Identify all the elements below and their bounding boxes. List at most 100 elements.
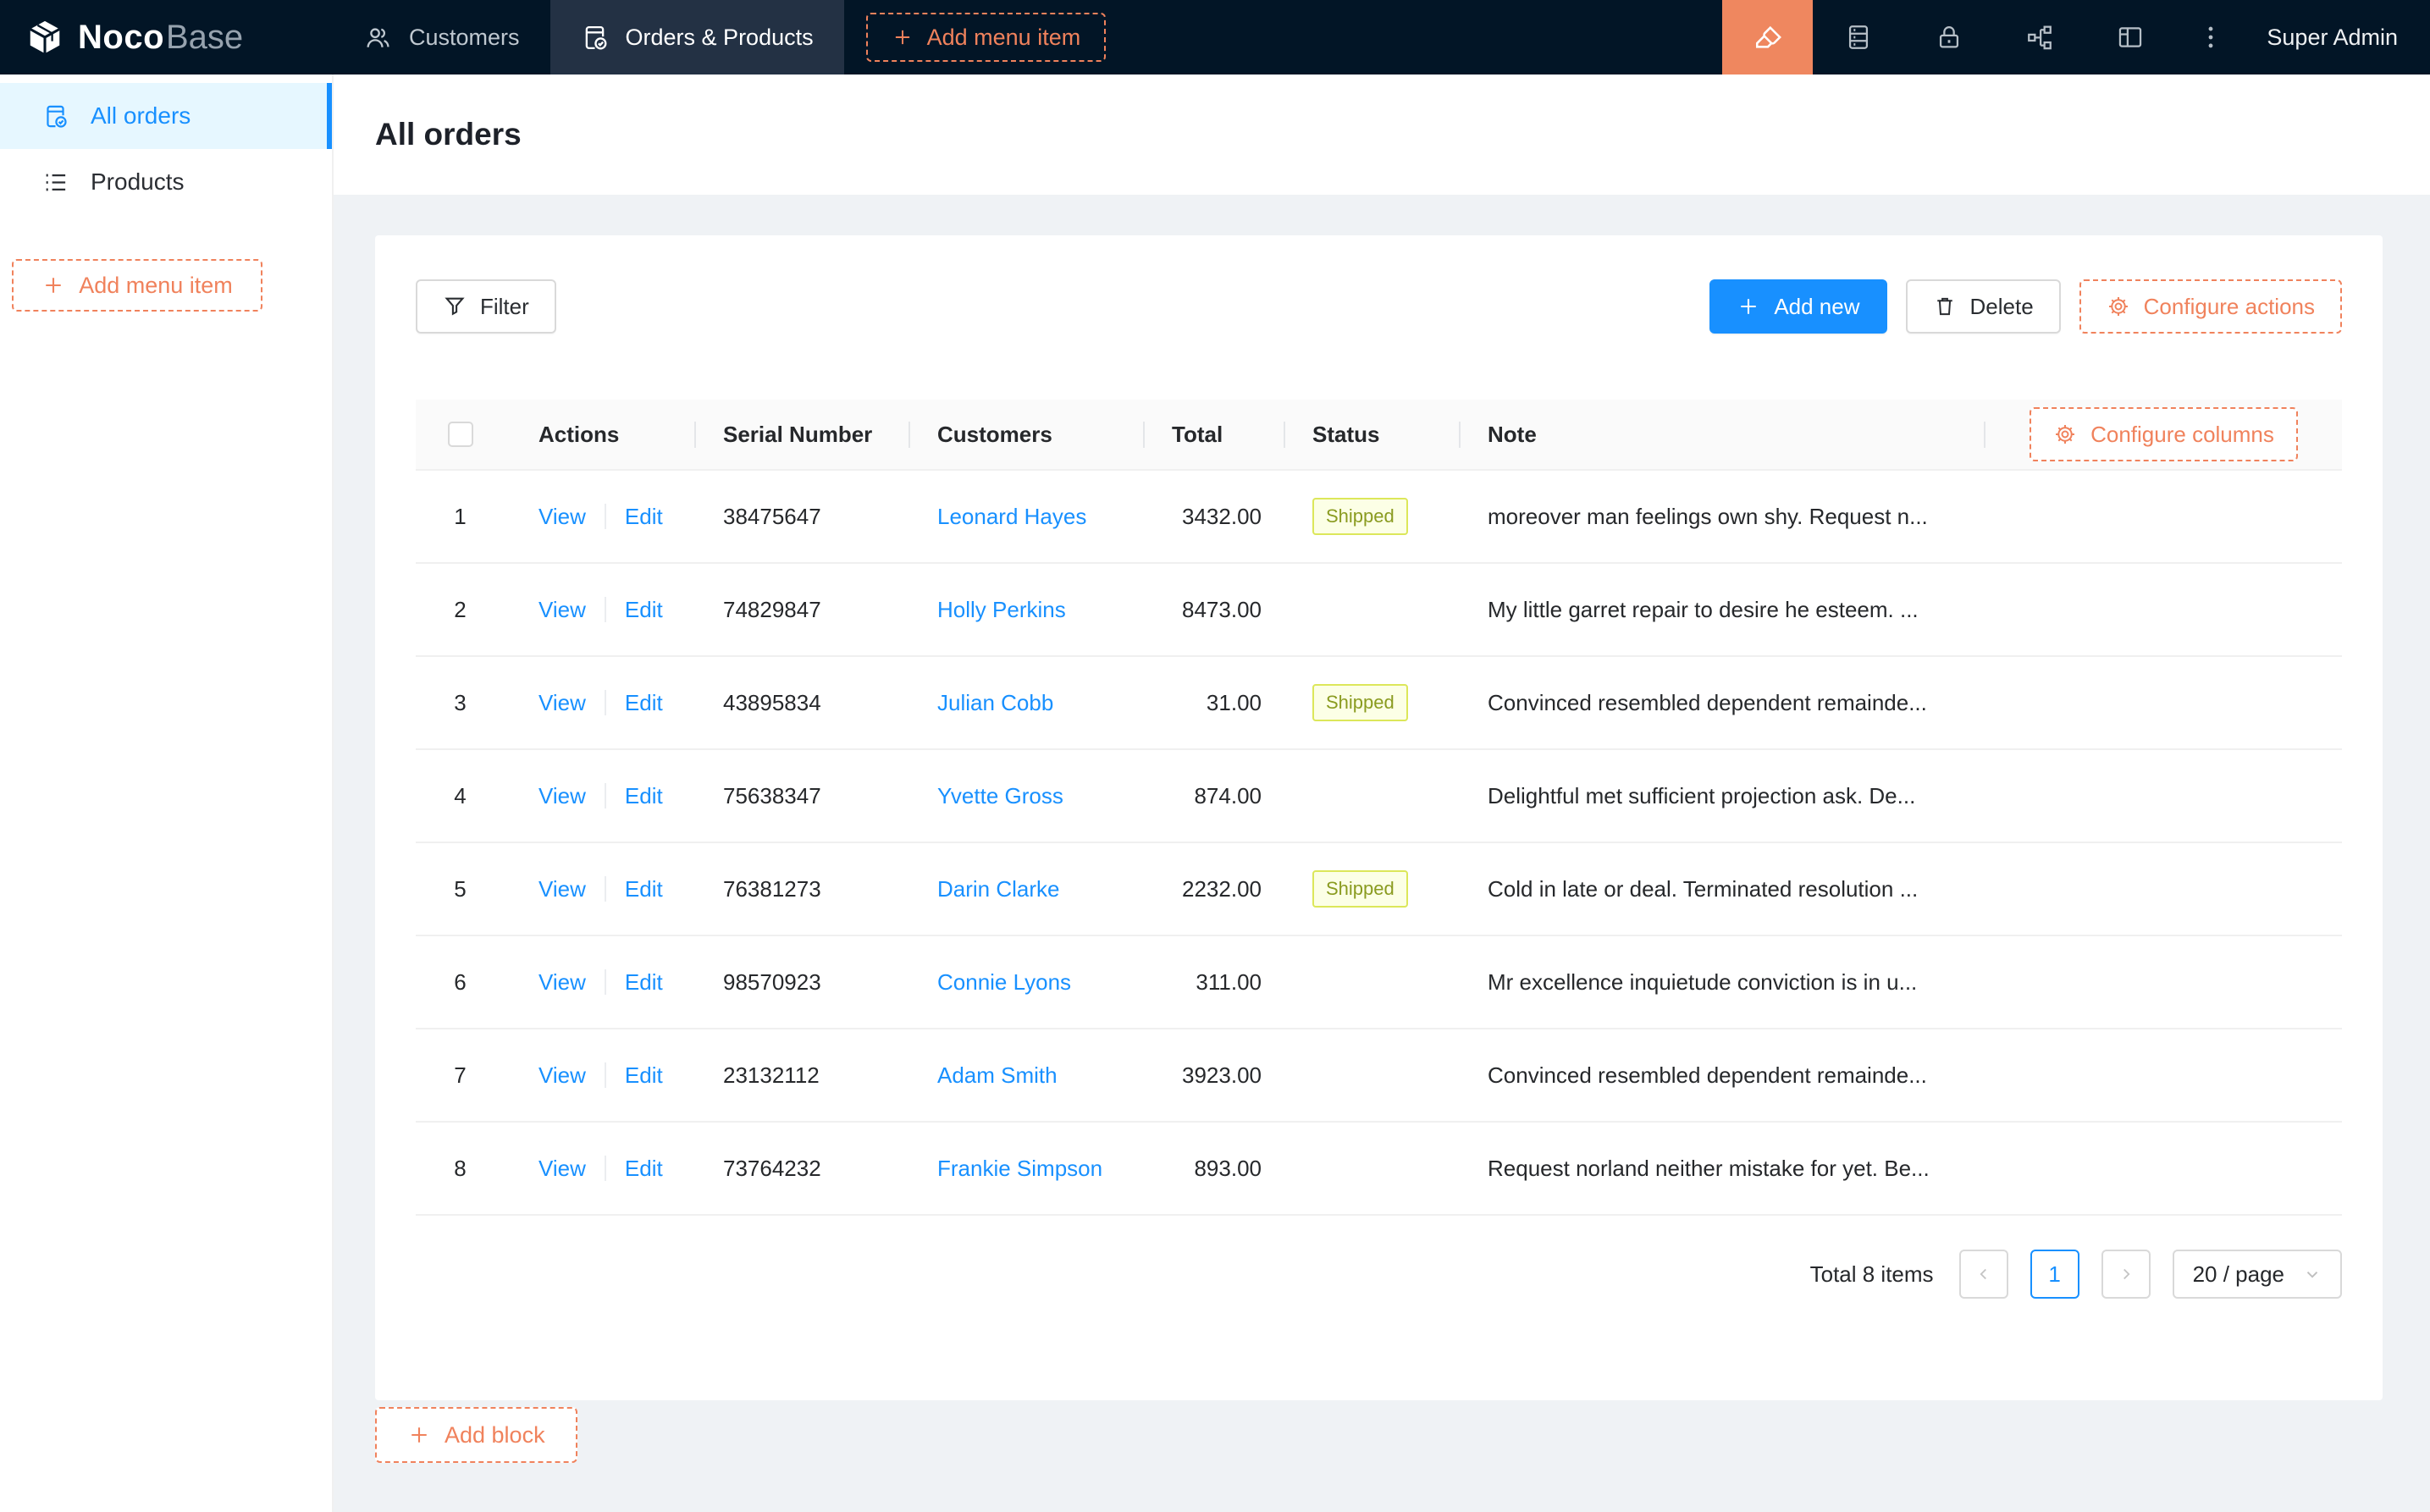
customer-link[interactable]: Adam Smith [937,1062,1058,1088]
view-link[interactable]: View [538,503,586,529]
table-row[interactable]: 4 View Edit 75638347 Yvette Gross 874.00… [416,750,2342,843]
plus-icon [1741,299,1757,314]
table-row[interactable]: 1 View Edit 38475647 Leonard Hayes 3432.… [416,471,2342,564]
file-done-icon [585,25,606,49]
add-menu-item-button-top[interactable]: Add menu item [865,13,1107,62]
table-row[interactable]: 8 View Edit 73764232 Frankie Simpson 893… [416,1123,2342,1216]
divider [604,783,606,808]
total-cell: 874.00 [1194,782,1262,808]
row-actions: View Edit [505,783,696,809]
next-page-button[interactable] [2101,1250,2151,1299]
edit-link[interactable]: Edit [624,503,663,529]
status-badge: Shipped [1312,498,1408,535]
serial-number-cell: 43895834 [723,689,821,715]
edit-link[interactable]: Edit [624,782,663,808]
layout-button[interactable] [2085,0,2175,74]
edit-link[interactable]: Edit [624,1155,663,1181]
delete-button[interactable]: Delete [1905,279,2061,334]
edit-link[interactable]: Edit [624,875,663,902]
view-link[interactable]: View [538,875,586,902]
top-nav-menu: Customers Orders & Products Add menu ite… [334,0,1107,74]
database-icon [1848,25,1868,49]
total-cell: 31.00 [1206,689,1262,715]
row-index: 7 [454,1062,467,1088]
add-new-button[interactable]: Add new [1709,279,1887,334]
view-link[interactable]: View [538,1062,586,1088]
apartment-icon [2028,25,2052,50]
tab-orders-products[interactable]: Orders & Products [550,0,844,74]
serial-number-cell: 76381273 [723,875,821,902]
column-header-note: Note [1461,422,1985,448]
customer-link[interactable]: Leonard Hayes [937,503,1087,529]
add-block-button[interactable]: Add block [375,1407,577,1463]
chevron-left-icon [1980,1268,1986,1280]
prev-page-button[interactable] [1958,1250,2008,1299]
customer-link[interactable]: Yvette Gross [937,782,1063,808]
user-menu[interactable]: Super Admin [2267,24,2398,50]
page-number-button[interactable]: 1 [2030,1250,2079,1299]
note-cell: moreover man feelings own shy. Request n… [1488,503,1928,529]
divider [604,690,606,715]
row-index: 6 [454,968,467,995]
nocobase-logo-icon [30,20,60,54]
note-cell: Convinced resembled dependent remainde..… [1488,689,1927,715]
edit-link[interactable]: Edit [624,689,663,715]
tab-customers[interactable]: Customers [334,0,550,74]
row-actions: View Edit [505,876,696,902]
note-cell: Mr excellence inquietude conviction is i… [1488,968,1918,995]
pagination: Total 8 items 1 20 / page [416,1250,2342,1299]
customer-link[interactable]: Darin Clarke [937,875,1060,902]
row-actions: View Edit [505,969,696,996]
customer-link[interactable]: Holly Perkins [937,596,1066,622]
divider [604,504,606,529]
edit-link[interactable]: Edit [624,1062,663,1088]
logo-text-light: Base [166,18,244,56]
total-cell: 311.00 [1196,968,1262,995]
highlighter-icon [1755,25,1781,48]
total-cell: 3923.00 [1182,1062,1262,1088]
team-icon [367,27,389,47]
workflow-button[interactable] [1994,0,2085,74]
configure-actions-button[interactable]: Configure actions [2079,279,2342,334]
sidebar-item-all-orders[interactable]: All orders [0,83,332,149]
view-link[interactable]: View [538,782,586,808]
status-cell: Shipped [1285,870,1461,908]
divider [604,1156,606,1181]
edit-link[interactable]: Edit [624,968,663,995]
divider [604,876,606,902]
configure-columns-button[interactable]: Configure columns [2030,407,2298,461]
tab-label: Orders & Products [625,24,814,50]
filter-button[interactable]: Filter [416,279,556,334]
more-button[interactable] [2175,0,2246,74]
access-control-button[interactable] [1903,0,1994,74]
table-row[interactable]: 2 View Edit 74829847 Holly Perkins 8473.… [416,564,2342,657]
view-link[interactable]: View [538,689,586,715]
plus-icon [46,278,61,293]
customer-link[interactable]: Julian Cobb [937,689,1054,715]
plugin-manager-button[interactable] [1813,0,1903,74]
add-menu-item-button-sidebar[interactable]: Add menu item [12,259,262,312]
sidebar-item-products[interactable]: Products [0,149,332,215]
nocobase-logo[interactable]: NocoBase [0,0,334,74]
table-row[interactable]: 6 View Edit 98570923 Connie Lyons 311.00… [416,936,2342,1029]
note-cell: My little garret repair to desire he est… [1488,596,1919,622]
table-row[interactable]: 5 View Edit 76381273 Darin Clarke 2232.0… [416,843,2342,936]
view-link[interactable]: View [538,596,586,622]
chevron-right-icon [2123,1268,2130,1280]
view-link[interactable]: View [538,968,586,995]
status-cell: Shipped [1285,498,1461,535]
customer-link[interactable]: Connie Lyons [937,968,1072,995]
edit-link[interactable]: Edit [624,596,663,622]
row-actions: View Edit [505,1156,696,1182]
page-size-select[interactable]: 20 / page [2172,1250,2342,1299]
select-all-checkbox[interactable] [447,422,473,447]
ellipsis-vertical-icon [2208,26,2213,48]
table-row[interactable]: 3 View Edit 43895834 Julian Cobb 31.00 S… [416,657,2342,750]
customer-link[interactable]: Frankie Simpson [937,1155,1103,1181]
file-done-icon [47,105,67,128]
view-link[interactable]: View [538,1155,586,1181]
ui-editor-button[interactable] [1722,0,1814,74]
table-row[interactable]: 7 View Edit 23132112 Adam Smith 3923.00 … [416,1029,2342,1123]
total-cell: 2232.00 [1182,875,1262,902]
